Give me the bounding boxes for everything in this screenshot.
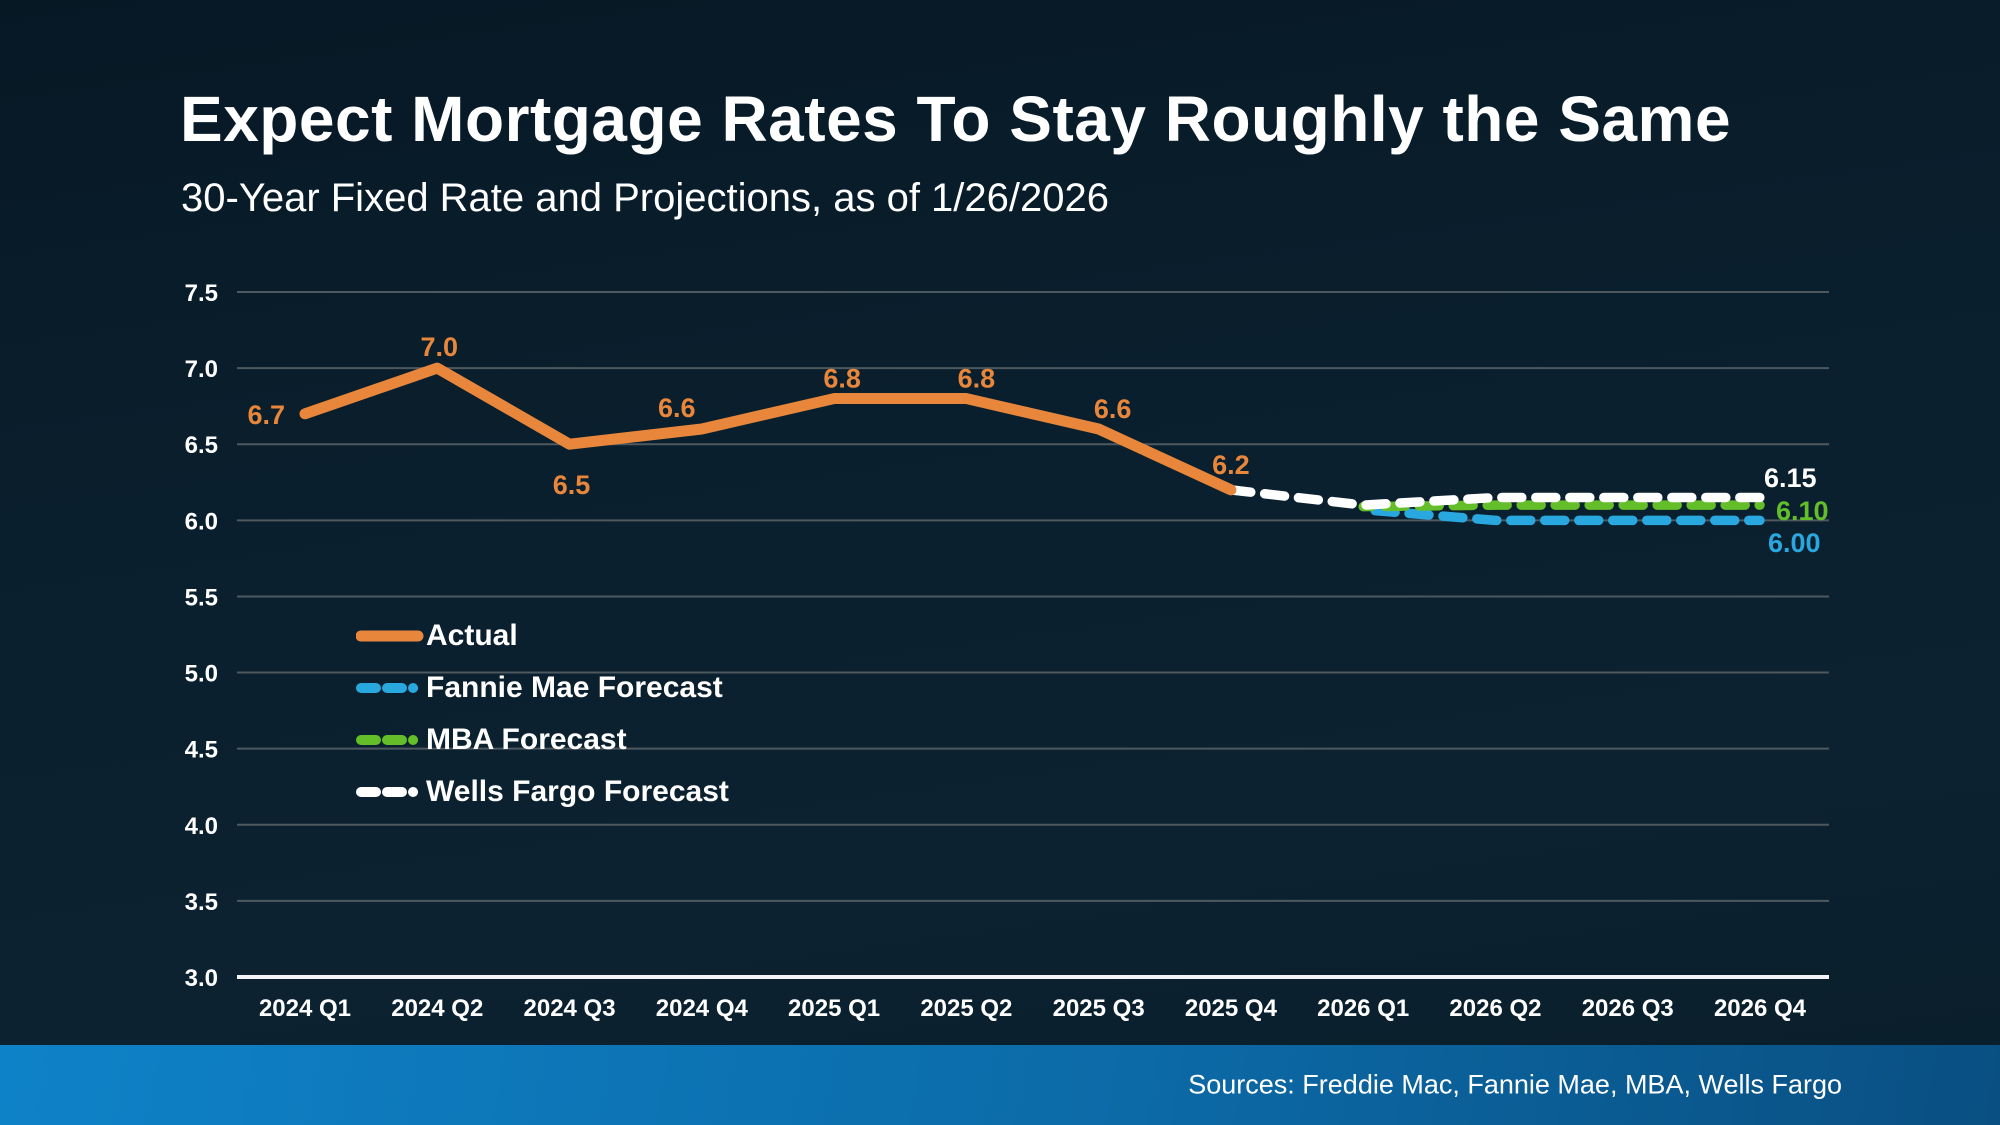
x-axis-category-label: 2026 Q1	[1317, 995, 1409, 1022]
legend-item-fannie-mae: Fannie Mae Forecast	[356, 662, 729, 714]
legend-label: MBA Forecast	[426, 723, 627, 756]
series-line-mba	[1358, 500, 1765, 512]
x-axis-category-label: 2025 Q2	[920, 995, 1012, 1022]
footer-bar: Sources: Freddie Mac, Fannie Mae, MBA, W…	[0, 1045, 2000, 1125]
data-label-actual: 6.7	[247, 400, 285, 430]
data-label-actual: 6.8	[823, 364, 861, 394]
y-axis-tick-label: 3.0	[185, 965, 218, 992]
page-title: Expect Mortgage Rates To Stay Roughly th…	[180, 83, 1732, 155]
fannie-mae-dashed-line-swatch-icon	[356, 683, 424, 693]
page-subtitle: 30-Year Fixed Rate and Projections, as o…	[181, 176, 1110, 220]
y-axis-tick-label: 5.5	[185, 584, 218, 611]
x-axis-category-label: 2026 Q3	[1582, 995, 1674, 1022]
y-axis-tick-label: 6.0	[185, 508, 218, 535]
x-axis-category-label: 2026 Q2	[1449, 995, 1541, 1022]
end-label-wells: 6.15	[1764, 463, 1817, 493]
x-axis-category-label: 2024 Q4	[656, 995, 749, 1022]
y-axis-tick-label: 4.0	[185, 813, 218, 840]
actual-line-swatch-icon	[356, 630, 424, 642]
wells-fargo-dashed-line-swatch-icon	[356, 787, 424, 797]
y-axis-tick-label: 6.5	[185, 432, 218, 459]
mba-dashed-line-swatch-icon	[356, 735, 424, 745]
data-label-actual: 6.6	[658, 393, 696, 423]
y-axis-tick-label: 7.0	[185, 356, 218, 383]
x-axis-category-label: 2025 Q1	[788, 995, 880, 1022]
x-axis-category-label: 2024 Q1	[259, 995, 351, 1022]
legend-label: Actual	[426, 619, 518, 652]
y-axis-tick-label: 4.5	[185, 737, 218, 764]
data-label-actual: 6.2	[1212, 450, 1250, 480]
legend-label: Wells Fargo Forecast	[426, 775, 729, 808]
y-axis-tick-label: 7.5	[185, 280, 218, 307]
end-label-fannie: 6.00	[1768, 528, 1821, 558]
data-label-actual: 6.5	[553, 470, 591, 500]
series-line-fannie	[1358, 504, 1765, 526]
x-axis-category-label: 2026 Q4	[1714, 995, 1807, 1022]
series-line-wells	[1226, 485, 1765, 510]
sources-text: Sources: Freddie Mac, Fannie Mae, MBA, W…	[1188, 1069, 1842, 1100]
data-label-actual: 7.0	[420, 332, 458, 362]
legend-item-wells-fargo: Wells Fargo Forecast	[356, 766, 729, 818]
x-axis-category-label: 2025 Q3	[1053, 995, 1145, 1022]
data-label-actual: 6.8	[958, 364, 996, 394]
legend-label: Fannie Mae Forecast	[426, 671, 723, 704]
x-axis-category-label: 2025 Q4	[1185, 995, 1278, 1022]
end-label-mba: 6.10	[1776, 496, 1829, 526]
series-line-actual	[299, 362, 1237, 496]
chart-legend: Actual Fannie Mae Forecast MBA Forecast …	[356, 610, 729, 818]
y-axis-tick-label: 5.0	[185, 661, 218, 688]
legend-item-actual: Actual	[356, 610, 729, 662]
data-label-actual: 6.6	[1094, 394, 1132, 424]
x-axis-category-label: 2024 Q3	[524, 995, 616, 1022]
x-axis-category-label: 2024 Q2	[391, 995, 483, 1022]
legend-item-mba: MBA Forecast	[356, 714, 729, 766]
y-axis-tick-label: 3.5	[185, 889, 218, 916]
